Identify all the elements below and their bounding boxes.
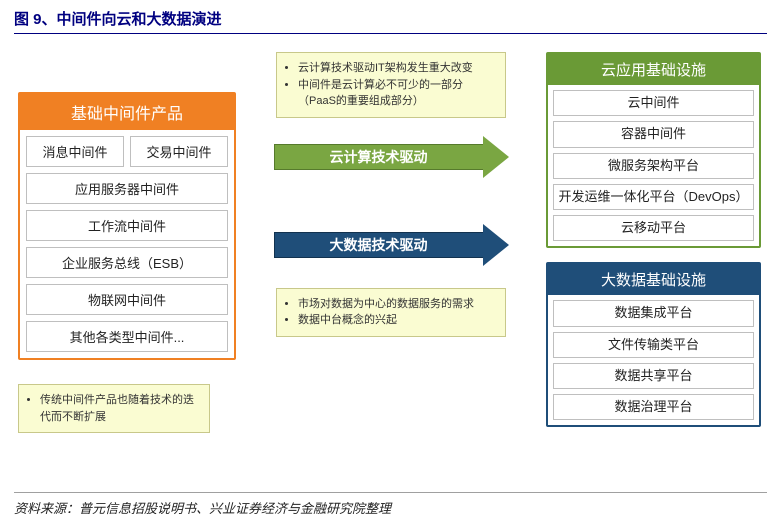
- item-other-mw: 其他各类型中间件...: [26, 321, 228, 352]
- item-appserver-mw: 应用服务器中间件: [26, 173, 228, 204]
- arrow-cloud: 云计算技术驱动: [274, 136, 509, 178]
- arrow-bigdata-head-icon: [483, 224, 509, 266]
- item-esb: 企业服务总线（ESB）: [26, 247, 228, 278]
- item-iot-mw: 物联网中间件: [26, 284, 228, 315]
- item-data-governance: 数据治理平台: [553, 394, 754, 420]
- bigdata-infra-box: 大数据基础设施 数据集成平台 文件传输类平台 数据共享平台 数据治理平台: [546, 262, 761, 427]
- note-cloud-line1: 云计算技术驱动IT架构发生重大改变: [298, 60, 497, 77]
- note-cloud-line2: 中间件是云计算必不可少的一部分（PaaS的重要组成部分）: [298, 77, 497, 110]
- item-data-share: 数据共享平台: [553, 363, 754, 389]
- arrow-bigdata-label: 大数据技术驱动: [274, 232, 484, 258]
- item-devops: 开发运维一体化平台（DevOps）: [553, 184, 754, 210]
- cloud-infra-body: 云中间件 容器中间件 微服务架构平台 开发运维一体化平台（DevOps） 云移动…: [548, 85, 759, 246]
- note-cloud: 云计算技术驱动IT架构发生重大改变 中间件是云计算必不可少的一部分（PaaS的重…: [276, 52, 506, 118]
- item-container-mw: 容器中间件: [553, 121, 754, 147]
- item-workflow-mw: 工作流中间件: [26, 210, 228, 241]
- arrow-cloud-label: 云计算技术驱动: [274, 144, 484, 170]
- figure-title: 图 9、中间件向云和大数据演进: [14, 8, 767, 34]
- note-left-text: 传统中间件产品也随着技术的迭代而不断扩展: [40, 392, 201, 425]
- cloud-infra-box: 云应用基础设施 云中间件 容器中间件 微服务架构平台 开发运维一体化平台（Dev…: [546, 52, 761, 248]
- bigdata-infra-header: 大数据基础设施: [548, 264, 759, 295]
- note-bigdata: 市场对数据为中心的数据服务的需求 数据中台概念的兴起: [276, 288, 506, 337]
- left-column: 基础中间件产品 消息中间件 交易中间件 应用服务器中间件 工作流中间件 企业服务…: [18, 52, 236, 433]
- item-file-transfer: 文件传输类平台: [553, 332, 754, 358]
- item-microservice: 微服务架构平台: [553, 153, 754, 179]
- row-pair: 消息中间件 交易中间件: [26, 136, 228, 167]
- item-cloud-mobile: 云移动平台: [553, 215, 754, 241]
- basic-middleware-header: 基础中间件产品: [20, 94, 234, 130]
- basic-middleware-body: 消息中间件 交易中间件 应用服务器中间件 工作流中间件 企业服务总线（ESB） …: [20, 130, 234, 358]
- diagram-container: 基础中间件产品 消息中间件 交易中间件 应用服务器中间件 工作流中间件 企业服务…: [14, 52, 767, 433]
- right-column: 云应用基础设施 云中间件 容器中间件 微服务架构平台 开发运维一体化平台（Dev…: [546, 52, 761, 433]
- cloud-infra-header: 云应用基础设施: [548, 54, 759, 85]
- note-bigdata-line1: 市场对数据为中心的数据服务的需求: [298, 296, 497, 313]
- item-data-integration: 数据集成平台: [553, 300, 754, 326]
- item-cloud-mw: 云中间件: [553, 90, 754, 116]
- source-citation: 资料来源：普元信息招股说明书、兴业证券经济与金融研究院整理: [14, 492, 767, 517]
- note-left: 传统中间件产品也随着技术的迭代而不断扩展: [18, 384, 210, 433]
- item-message-mw: 消息中间件: [26, 136, 124, 167]
- bigdata-infra-body: 数据集成平台 文件传输类平台 数据共享平台 数据治理平台: [548, 295, 759, 425]
- arrow-bigdata: 大数据技术驱动: [274, 224, 509, 266]
- arrow-cloud-head-icon: [483, 136, 509, 178]
- item-transaction-mw: 交易中间件: [130, 136, 228, 167]
- basic-middleware-box: 基础中间件产品 消息中间件 交易中间件 应用服务器中间件 工作流中间件 企业服务…: [18, 92, 236, 360]
- middle-column: 云计算技术驱动IT架构发生重大改变 中间件是云计算必不可少的一部分（PaaS的重…: [246, 52, 536, 433]
- note-bigdata-line2: 数据中台概念的兴起: [298, 312, 497, 329]
